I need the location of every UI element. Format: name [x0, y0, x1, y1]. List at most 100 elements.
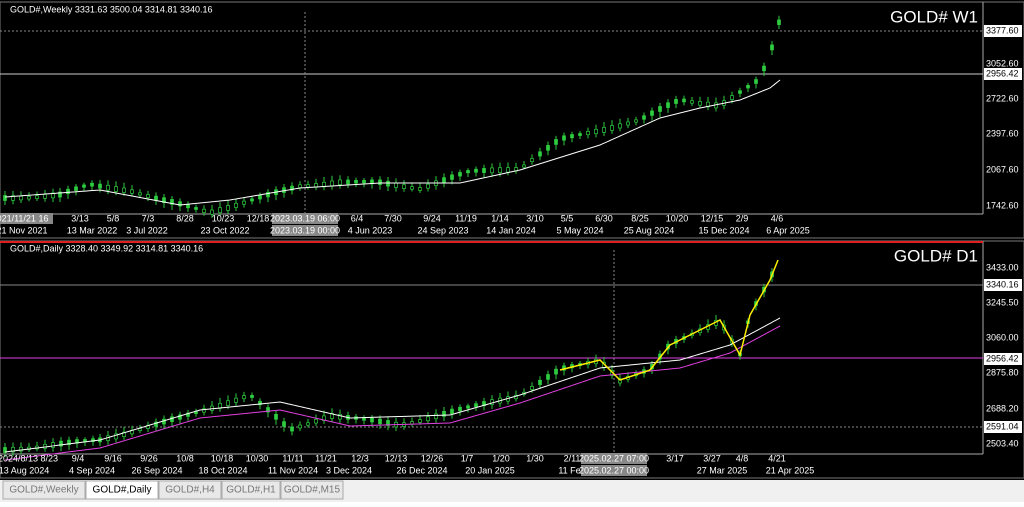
candle-body: [154, 195, 158, 201]
candle-body: [746, 85, 750, 89]
moving-average: [4, 79, 781, 206]
date-label: 20 Jan 2025: [465, 465, 515, 475]
candle-body: [506, 167, 510, 173]
candle-body: [43, 194, 47, 199]
time-label: 1/14: [491, 213, 509, 223]
panel-title: GOLD# W1: [890, 7, 978, 26]
tab[interactable]: GOLD#,Daily: [85, 480, 159, 500]
candle-body: [90, 182, 94, 187]
candle-body: [338, 413, 342, 420]
candle-body: [122, 187, 126, 193]
time-label-box: [581, 453, 647, 464]
candle-body: [570, 134, 574, 139]
candle-body: [330, 180, 334, 187]
time-label: 11/11: [282, 453, 303, 463]
price-label: 3052.60: [986, 58, 1019, 68]
candle-body: [210, 209, 214, 215]
candle-body: [266, 407, 270, 413]
time-label: 8/25: [631, 213, 649, 223]
candle-body: [370, 417, 374, 423]
tab[interactable]: GOLD#,H1: [221, 480, 281, 500]
candle-body: [618, 378, 622, 384]
candle-body: [130, 189, 134, 194]
tab[interactable]: GOLD#,H4: [158, 480, 222, 500]
date-label: 4 Sep 2024: [69, 465, 115, 475]
price-label-box: [984, 279, 1022, 291]
price-label-box: [984, 353, 1022, 365]
tab-label: GOLD#,Weekly: [9, 485, 78, 496]
price-label: 2067.60: [986, 164, 1019, 174]
candle-body: [450, 174, 454, 180]
candle-body: [554, 368, 558, 375]
price-label: 2591.04: [986, 421, 1019, 431]
candle-body: [642, 115, 646, 120]
candle-body: [202, 408, 206, 413]
candle-body: [458, 406, 462, 412]
date-label: 4 Jun 2023: [348, 225, 393, 235]
candle-body: [19, 446, 23, 452]
candle-body: [618, 123, 622, 129]
tab-label: GOLD#,M15: [284, 485, 341, 496]
time-label: 2/11: [564, 453, 581, 463]
candle-body: [770, 44, 774, 51]
candle-body: [51, 442, 55, 448]
time-label: 10/8: [176, 453, 194, 463]
candle-body: [122, 431, 126, 437]
candle-body: [66, 188, 70, 195]
candle-body: [154, 421, 158, 427]
chart-panel: [0, 240, 1024, 479]
candle-body: [418, 187, 422, 191]
date-label: 21 Apr 2025: [766, 465, 815, 475]
date-label: 26 Dec 2024: [396, 465, 447, 475]
candle-body: [178, 201, 182, 207]
time-label: 3/10: [526, 213, 544, 223]
candle-body: [698, 101, 702, 106]
price-label: 2956.42: [986, 353, 1019, 363]
candle-body: [738, 90, 742, 94]
price-label: 3245.50: [986, 297, 1019, 307]
candle-body: [11, 446, 15, 453]
time-label: 9/24: [423, 213, 441, 223]
tab[interactable]: GOLD#,Weekly: [2, 480, 86, 500]
time-label-box: [581, 465, 647, 476]
time-label: 12/3: [351, 453, 369, 463]
date-label: 13 Mar 2022: [67, 225, 118, 235]
date-label: 27 Mar 2025: [697, 465, 748, 475]
candle-body: [354, 179, 358, 184]
candle-body: [418, 419, 422, 423]
candle-body: [67, 439, 71, 446]
candle-body: [74, 186, 78, 191]
time-label: 4/6: [771, 213, 784, 223]
time-label: 6/4: [351, 213, 364, 223]
candle-body: [258, 400, 262, 406]
price-label-box: [984, 421, 1022, 433]
panel-header: GOLD#,Weekly 3331.63 3500.04 3314.81 334…: [10, 4, 213, 14]
time-label: 12/15: [701, 213, 724, 223]
candle-body: [546, 145, 550, 151]
candle-body: [146, 194, 150, 199]
chart-panel: [0, 1, 1024, 239]
candle-body: [394, 182, 398, 188]
candle-body: [586, 130, 590, 136]
candle-body: [91, 438, 95, 443]
candle-body: [442, 177, 446, 184]
candle-body: [658, 106, 662, 112]
time-label: 4/21: [768, 453, 786, 463]
candle-body: [458, 172, 462, 177]
candle-body: [242, 200, 246, 205]
time-label: 9/16: [104, 453, 122, 463]
candle-body: [338, 179, 342, 186]
time-label: 2/9: [736, 213, 749, 223]
candle-body: [346, 179, 350, 185]
candle-body: [290, 426, 294, 432]
candle-body: [282, 421, 286, 427]
candle-body: [762, 65, 766, 72]
tab[interactable]: GOLD#,M15: [280, 480, 344, 500]
tab-shape: [158, 480, 222, 500]
candle-body: [11, 195, 15, 201]
time-label: 6/30: [595, 213, 613, 223]
candle-body: [250, 394, 254, 398]
tab-label: GOLD#,H4: [165, 485, 215, 496]
candle-body: [434, 413, 438, 420]
